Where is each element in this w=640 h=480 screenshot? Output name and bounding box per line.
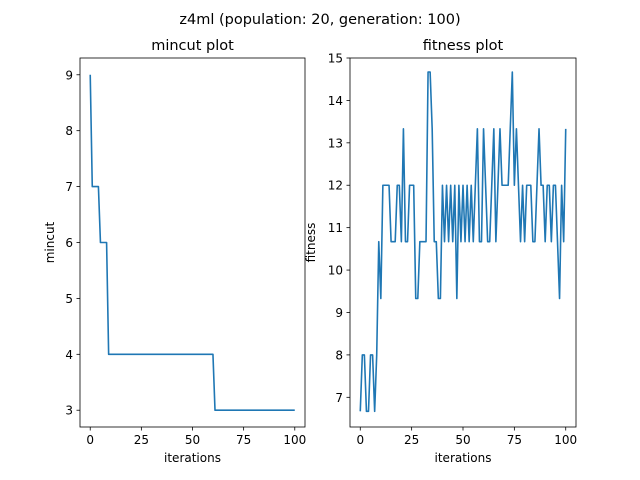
fitness-y-axis-label: fitness [304, 223, 318, 263]
mincut-y-tick-label: 9 [65, 68, 73, 82]
fitness-y-tick-label: 14 [328, 94, 343, 108]
fitness-y-tick-label: 10 [328, 264, 343, 278]
fitness-y-tick-label: 7 [335, 391, 343, 405]
mincut-y-tick-label: 4 [65, 348, 73, 362]
fitness-x-tick-label: 75 [507, 433, 522, 447]
fitness-series-line [359, 71, 567, 413]
mincut-series-line [89, 74, 295, 412]
fitness-x-tick-label: 50 [455, 433, 470, 447]
mincut-x-tick-label: 25 [134, 433, 149, 447]
mincut-y-tick-label: 8 [65, 124, 73, 138]
fitness-plot-title: fitness plot [423, 38, 504, 54]
fitness-y-tick-label: 12 [328, 179, 343, 193]
figure-suptitle: z4ml (population: 20, generation: 100) [179, 12, 460, 28]
fitness-y-tick-label: 8 [335, 348, 343, 362]
fitness-y-tick-label: 15 [328, 52, 343, 66]
mincut-x-tick-label: 0 [86, 433, 94, 447]
fitness-y-tick-label: 13 [328, 136, 343, 150]
mincut-plot-title: mincut plot [151, 38, 234, 54]
mincut-x-tick-label: 75 [236, 433, 251, 447]
fitness-plot: 0 25 50 75 100 7 8 9 10 11 12 13 14 15 fitness plot ite… [304, 38, 577, 465]
mincut-y-tick-label: 7 [65, 180, 73, 194]
mincut-y-axis-label: mincut [43, 221, 57, 263]
fitness-y-tick-label: 11 [328, 221, 343, 235]
fitness-x-tick-label: 0 [356, 433, 364, 447]
mincut-x-tick-label: 50 [185, 433, 200, 447]
mincut-y-tick-label: 6 [65, 236, 73, 250]
fitness-y-tick-label: 9 [335, 306, 343, 320]
mincut-x-axis-label: iterations [164, 451, 221, 465]
mincut-plot: 0 25 50 75 100 3 4 5 6 7 8 9 mincut plot iterations mi… [43, 38, 306, 465]
mincut-x-tick-label: 100 [283, 433, 306, 447]
mincut-y-tick-label: 3 [65, 404, 73, 418]
mincut-y-tick-label: 5 [65, 292, 73, 306]
fitness-x-axis-label: iterations [435, 451, 492, 465]
fitness-x-tick-label: 25 [404, 433, 419, 447]
fitness-x-tick-label: 100 [554, 433, 577, 447]
